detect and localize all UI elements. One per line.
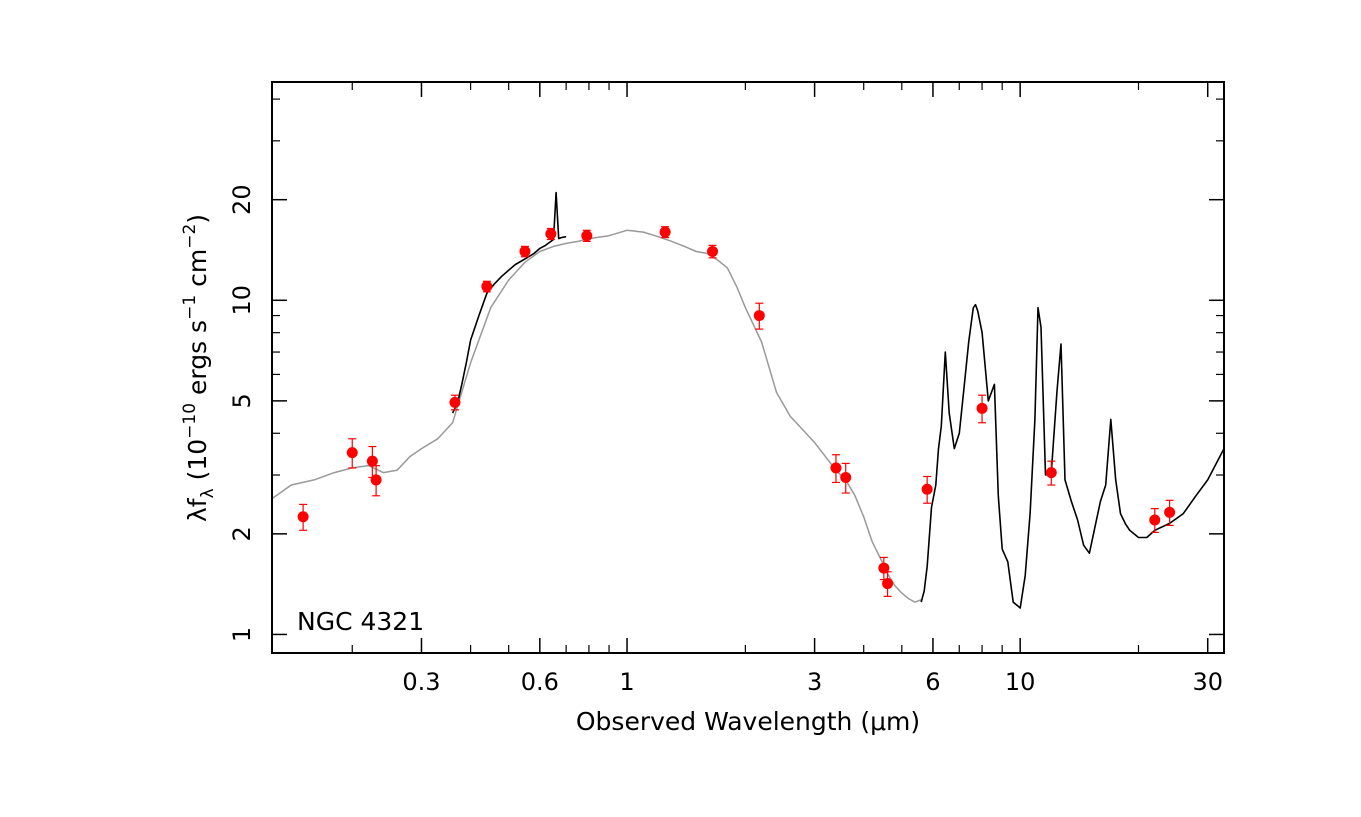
observed-spectrum-layer — [451, 191, 1225, 609]
y-label-units-mid: ergs s — [183, 320, 212, 403]
plot-frame — [271, 81, 1225, 654]
photometry-point — [840, 471, 852, 483]
y-label-units-prefix: (10 — [183, 439, 212, 489]
y-tick-label: 20 — [228, 184, 256, 215]
y-tick-label: 2 — [228, 526, 256, 541]
photometry-point — [581, 230, 593, 242]
photometry-point — [830, 462, 842, 474]
x-tick-label: 3 — [807, 668, 822, 696]
photometry-point — [976, 402, 988, 414]
photometry-point — [707, 245, 719, 257]
y-tick-labels: 1 2 5 10 20 — [228, 184, 256, 642]
photometry-point — [1149, 514, 1161, 526]
photometry-point — [659, 226, 671, 238]
x-tick-label: 10 — [1005, 668, 1036, 696]
photometry-points-layer — [297, 226, 1176, 597]
y-label-exp1: −10 — [180, 403, 200, 439]
photometry-point — [370, 474, 382, 486]
photometry-point — [545, 228, 557, 240]
photometry-point — [1045, 467, 1057, 479]
y-label-base: λf — [183, 497, 212, 522]
y-axis-label: λfλ (10−10 ergs s−1 cm−2) — [180, 214, 218, 522]
y-tick-label: 5 — [228, 393, 256, 408]
object-name-annotation: NGC 4321 — [297, 607, 424, 636]
photometry-point — [346, 447, 358, 459]
x-tick-label: 30 — [1192, 668, 1223, 696]
y-label-sub: λ — [198, 488, 218, 498]
optical-spectrum-line — [451, 191, 567, 414]
axis-ticks — [272, 82, 1224, 653]
photometry-point — [366, 455, 378, 467]
x-axis-label: Observed Wavelength (μm) — [576, 707, 920, 736]
photometry-point — [1164, 506, 1176, 518]
photometry-point — [753, 310, 765, 322]
x-tick-label: 0.3 — [402, 668, 440, 696]
photometry-point — [519, 245, 531, 257]
photometry-point — [297, 511, 309, 523]
x-tick-label: 0.6 — [521, 668, 559, 696]
y-label-exp3: −2 — [180, 224, 200, 249]
model-spectrum-layer — [271, 229, 922, 603]
photometry-point — [882, 578, 894, 590]
x-tick-label: 1 — [619, 668, 634, 696]
y-tick-label: 10 — [228, 285, 256, 316]
x-tick-labels: 0.3 0.6 1 3 6 10 30 — [402, 668, 1223, 696]
y-label-exp2: −1 — [180, 295, 200, 320]
photometry-point — [921, 483, 933, 495]
photometry-point — [481, 280, 493, 292]
x-tick-label: 6 — [925, 668, 940, 696]
y-tick-label: 1 — [228, 627, 256, 642]
y-label-units-mid2: cm — [183, 249, 212, 295]
model-spectrum-line — [271, 229, 922, 603]
photometry-point — [878, 562, 890, 574]
y-label-units-suffix: ) — [183, 214, 212, 224]
infrared-spectrum-line — [920, 303, 1225, 609]
photometry-point — [449, 396, 461, 408]
